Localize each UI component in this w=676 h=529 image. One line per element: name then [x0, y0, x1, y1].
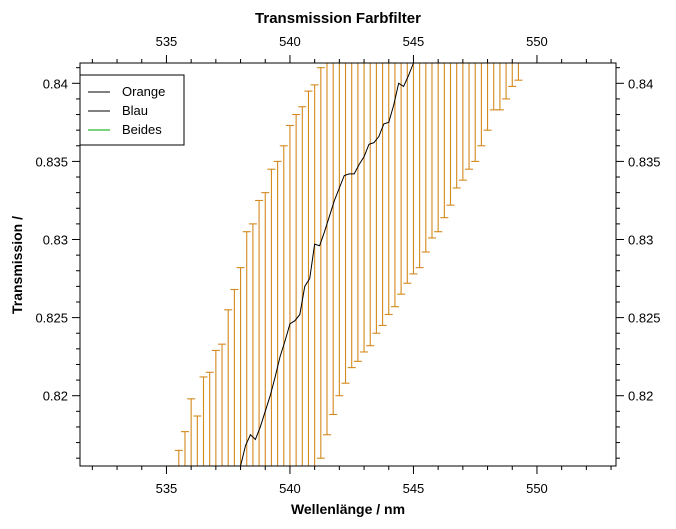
legend-label-orange: Orange [122, 84, 165, 99]
error-bars [168, 63, 523, 467]
error-bar-9 [224, 309, 233, 466]
legend: Orange Blau Beides [79, 74, 185, 146]
error-bar-37 [397, 63, 406, 295]
error-bar-17 [273, 160, 282, 466]
x-axis-label: Wellenlänge / nm [291, 501, 405, 517]
error-bar-29 [347, 63, 356, 369]
plot-frame [79, 62, 617, 467]
error-bar-2 [180, 431, 189, 466]
error-bar-14 [255, 199, 264, 466]
series-layer [240, 62, 414, 467]
error-bar-3 [187, 398, 196, 466]
legend-label-blau: Blau [122, 103, 148, 118]
error-bar-7 [211, 349, 220, 466]
error-bar-42 [427, 63, 436, 239]
x-tick-label-top: 545 [403, 34, 425, 49]
x-tick-label-bottom: 545 [403, 481, 425, 496]
y-tick-label-right: 0.83 [628, 233, 653, 248]
x-axis-ticks: 535 535 540 540 545 545 550 550 [91, 34, 612, 496]
error-bar-10 [230, 288, 239, 466]
y-tick-label-left: 0.83 [43, 233, 68, 248]
error-bar-52 [489, 63, 498, 111]
error-bar-4 [193, 415, 202, 466]
error-bar-35 [384, 63, 393, 316]
error-bar-43 [434, 63, 443, 233]
error-bar-19 [285, 124, 294, 466]
y-axis-ticks: 0.82 0.82 0.825 0.825 0.83 0.83 0.835 0.835 0.84… [35, 67, 661, 459]
error-bar-33 [372, 63, 381, 334]
error-bar-16 [267, 168, 276, 466]
x-tick-label-bottom: 550 [526, 481, 548, 496]
error-bar-12 [242, 231, 251, 466]
error-bar-46 [452, 63, 461, 189]
error-bar-41 [421, 63, 430, 253]
error-bar-25 [323, 63, 332, 436]
error-bar-56 [514, 63, 523, 81]
error-bar-28 [341, 63, 350, 384]
error-bar-50 [477, 63, 486, 147]
error-bar-36 [390, 63, 399, 308]
error-bar-54 [502, 63, 511, 100]
error-bar-38 [403, 63, 412, 284]
error-bar-22 [304, 90, 313, 466]
error-bar-51 [483, 63, 492, 131]
error-bar-53 [495, 63, 504, 111]
x-tick-label-top: 550 [526, 34, 548, 49]
error-bar-18 [279, 145, 288, 466]
error-bar-32 [366, 63, 375, 347]
error-bar-27 [335, 63, 344, 397]
y-tick-label-left: 0.835 [35, 154, 68, 169]
y-tick-label-right: 0.82 [628, 389, 653, 404]
error-bar-48 [465, 63, 474, 170]
y-tick-label-left: 0.825 [35, 311, 68, 326]
error-bar-15 [261, 192, 270, 466]
error-bar-31 [360, 63, 369, 353]
error-bar-6 [205, 371, 214, 466]
y-tick-label-right: 0.825 [628, 311, 661, 326]
error-bar-21 [298, 106, 307, 466]
x-tick-label-top: 535 [156, 34, 178, 49]
error-bar-1 [174, 449, 183, 466]
legend-box [79, 74, 185, 146]
legend-label-beides: Beides [122, 122, 162, 137]
y-tick-label-left: 0.82 [43, 389, 68, 404]
error-bar-39 [409, 63, 418, 275]
y-tick-label-right: 0.835 [628, 154, 661, 169]
error-bar-40 [415, 63, 424, 269]
y-axis-label: Transmission / [9, 216, 25, 314]
error-bar-49 [471, 63, 480, 162]
error-bar-44 [440, 63, 449, 219]
error-bar-20 [292, 113, 301, 466]
error-bar-55 [508, 63, 517, 87]
x-tick-label-top: 540 [279, 34, 301, 49]
error-bar-23 [310, 84, 319, 466]
error-bar-24 [316, 67, 325, 459]
x-tick-label-bottom: 540 [279, 481, 301, 496]
error-bar-5 [199, 376, 208, 466]
chart-title: Transmission Farbfilter [255, 10, 421, 27]
x-tick-label-bottom: 535 [156, 481, 178, 496]
error-bar-47 [458, 63, 467, 181]
error-bar-34 [378, 63, 387, 326]
error-bar-45 [446, 63, 455, 206]
y-tick-label-right: 0.84 [628, 76, 653, 91]
error-bar-26 [329, 63, 338, 416]
error-bar-8 [218, 343, 227, 466]
y-tick-label-left: 0.84 [43, 76, 68, 91]
error-bar-11 [236, 267, 245, 466]
error-bar-13 [248, 223, 257, 466]
series-line-blau [240, 62, 414, 467]
error-bar-30 [353, 63, 362, 362]
